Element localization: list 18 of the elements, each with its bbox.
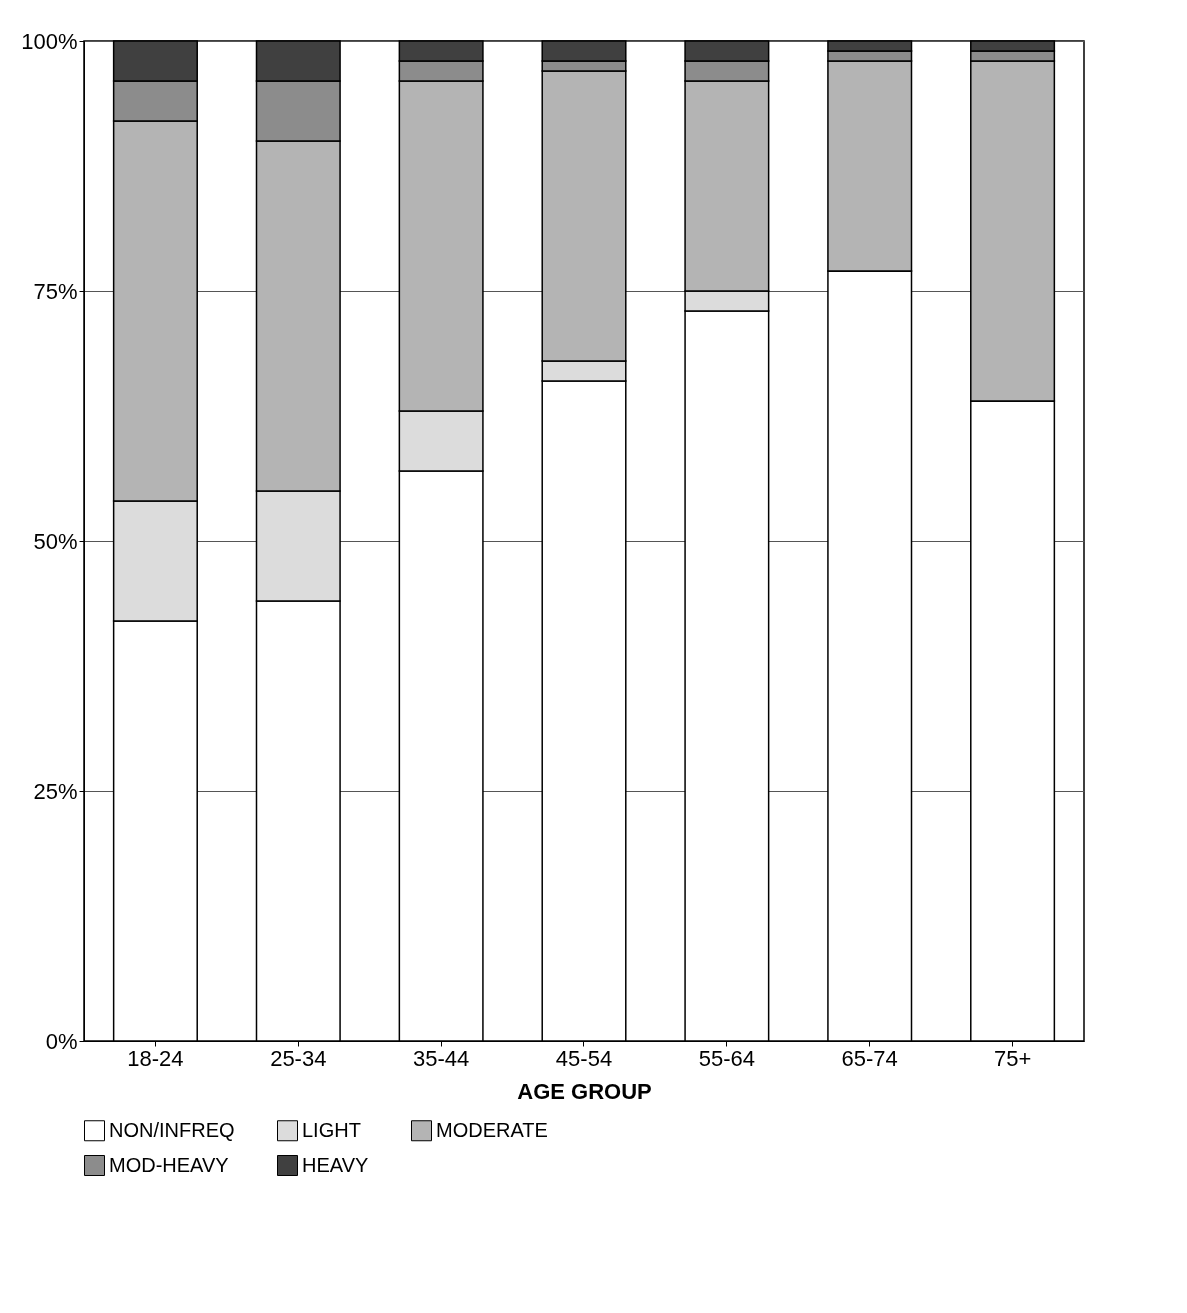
x-tick-label: 25-34 bbox=[270, 1045, 327, 1071]
x-tick-label: 75+ bbox=[993, 1045, 1032, 1071]
y-tick-label: 50% bbox=[33, 528, 78, 554]
x-tick-label: 45-54 bbox=[555, 1045, 613, 1071]
x-tick-label: 18-24 bbox=[127, 1045, 184, 1071]
legend-label: LIGHT bbox=[302, 1118, 361, 1141]
legend-label: NON/INFREQ bbox=[109, 1118, 235, 1141]
x-tick-label: 65-74 bbox=[841, 1045, 898, 1071]
x-tick-label: 55-64 bbox=[698, 1045, 755, 1071]
legend-label: MOD-HEAVY bbox=[109, 1153, 229, 1176]
x-tick-label: 35-44 bbox=[413, 1045, 470, 1071]
x-axis-title: AGE GROUP bbox=[517, 1078, 652, 1104]
y-tick-label: 25% bbox=[33, 778, 78, 804]
legend-label: HEAVY bbox=[302, 1153, 369, 1176]
y-tick-label: 0% bbox=[45, 1028, 78, 1054]
legend-label: MODERATE bbox=[436, 1118, 548, 1141]
y-tick-label: 75% bbox=[33, 278, 78, 304]
y-tick-label: 100% bbox=[21, 28, 78, 54]
